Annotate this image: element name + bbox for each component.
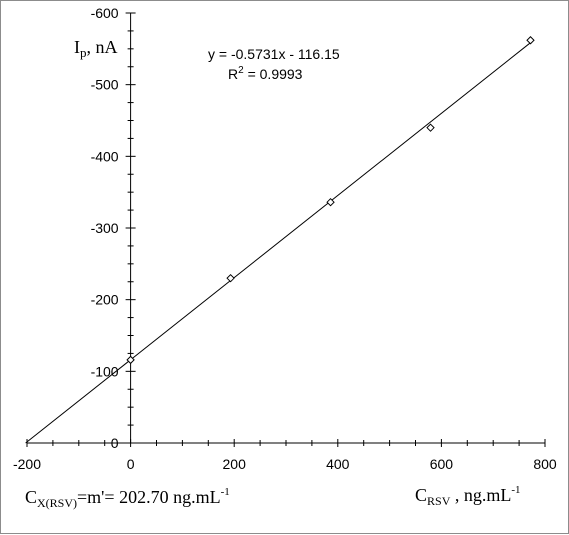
data-points (126, 36, 535, 365)
r-squared-label: R2 = 0.9993 (228, 65, 303, 82)
data-point (526, 36, 535, 45)
y-tick-label: -300 (91, 220, 119, 236)
r-squared-prefix: R (228, 66, 238, 82)
x-tick-label: 800 (533, 456, 557, 472)
x-axis-title-rest: , ng.mL (450, 485, 511, 505)
ticks: -200 0 200 400 600 800 0 -100 -200 -300 -400 -500 -6… (13, 5, 557, 472)
y-tick-label: -500 (91, 77, 119, 93)
y-axis-title-rest: , nA (87, 37, 118, 57)
x-axis-title: CRSV , ng.mL-1 (415, 484, 521, 508)
y-tick-label: -600 (91, 5, 119, 21)
data-point (126, 355, 135, 365)
x-tick-label: 600 (430, 456, 454, 472)
annotation-sub: X(RSV) (37, 496, 77, 510)
data-point (226, 273, 235, 283)
x-axis-title-sub: RSV (427, 494, 451, 508)
annotation-rest: =m'= 202.70 ng.mL (77, 487, 221, 507)
trendline (25, 42, 531, 444)
x-axis-title-main: C (415, 485, 427, 505)
y-tick-label: 0 (111, 435, 119, 451)
data-point (326, 197, 335, 207)
y-tick-label: -200 (91, 292, 119, 308)
trendline-group (25, 42, 531, 444)
r-squared-value: = 0.9993 (244, 66, 303, 82)
r-squared-sup: 2 (238, 65, 244, 76)
trendline-equation: y = -0.5731x - 116.15 (208, 46, 340, 62)
y-axis-title-main: I (74, 37, 80, 57)
y-tick-label: -400 (91, 148, 119, 164)
data-point (426, 123, 435, 132)
annotation-main: C (25, 487, 37, 507)
x-tick-label: 200 (223, 456, 247, 472)
x-axis-title-sup: -1 (511, 484, 520, 496)
x-tick-label: -200 (13, 456, 41, 472)
y-axis-title: Ip, nA (74, 37, 118, 60)
concentration-annotation: CX(RSV)=m'= 202.70 ng.mL-1 (25, 486, 230, 510)
y-axis-title-sub: p (80, 45, 87, 60)
x-tick-label: 400 (326, 456, 350, 472)
x-tick-label: 0 (127, 456, 135, 472)
annotation-sup: -1 (221, 486, 230, 498)
y-tick-label: -100 (91, 363, 119, 379)
